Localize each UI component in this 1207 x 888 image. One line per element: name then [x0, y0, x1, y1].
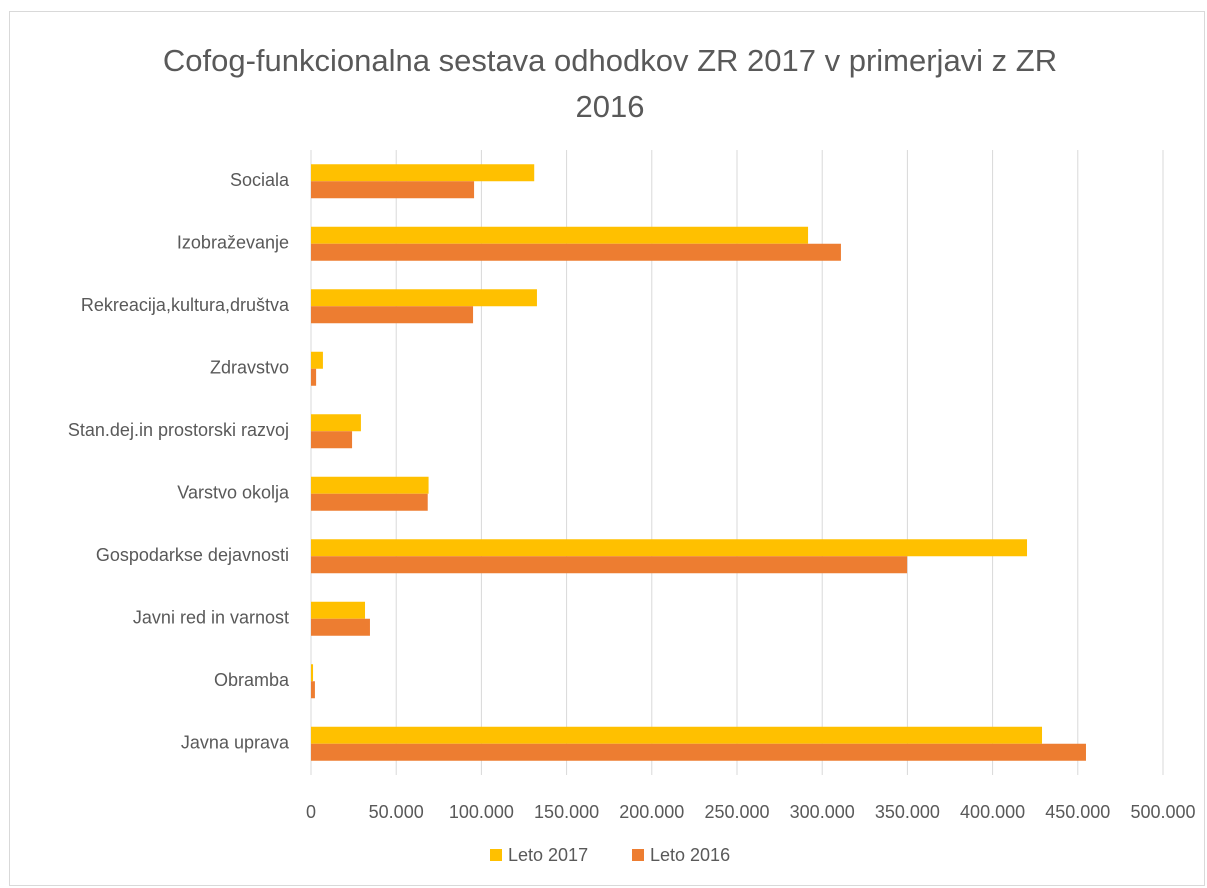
bar: [311, 539, 1028, 557]
bar: [311, 368, 317, 386]
bar: [311, 289, 537, 307]
x-tick-label: 150.000: [534, 802, 599, 822]
y-tick-label: Stan.dej.in prostorski razvoj: [68, 420, 289, 440]
x-tick-label: 0: [306, 802, 316, 822]
bar: [311, 618, 370, 636]
bar: [311, 243, 841, 261]
bar: [311, 476, 429, 494]
x-tick-label: 500.000: [1130, 802, 1195, 822]
chart-title: Cofog-funkcionalna sestava odhodkov ZR 2…: [162, 43, 1058, 124]
bar: [311, 431, 353, 449]
bar: [311, 181, 475, 199]
x-tick-label: 50.000: [369, 802, 424, 822]
y-tick-label: Sociala: [230, 170, 290, 190]
y-tick-label: Zdravstvo: [210, 358, 289, 378]
bar: [311, 351, 323, 369]
legend-swatch: [632, 849, 644, 861]
y-tick-label: Rekreacija,kultura,društva: [81, 295, 290, 315]
x-tick-label: 300.000: [790, 802, 855, 822]
x-tick-label: 450.000: [1045, 802, 1110, 822]
y-tick-label: Javna uprava: [181, 733, 290, 753]
bar: [311, 681, 315, 699]
legend-label: Leto 2017: [508, 845, 588, 865]
y-tick-label: Javni red in varnost: [133, 608, 289, 628]
y-tick-label: Gospodarkse dejavnosti: [96, 545, 289, 565]
bar: [311, 726, 1043, 744]
y-tick-label: Varstvo okolja: [177, 483, 290, 503]
x-tick-label: 350.000: [875, 802, 940, 822]
bar: [311, 306, 474, 324]
x-tick-label: 250.000: [704, 802, 769, 822]
x-tick-label: 200.000: [619, 802, 684, 822]
y-tick-label: Izobraževanje: [177, 233, 289, 253]
legend-swatch: [490, 849, 502, 861]
bar: [311, 664, 314, 682]
bar: [311, 556, 908, 574]
bar: [311, 493, 428, 511]
bar: [311, 226, 809, 244]
bar: [311, 164, 535, 182]
x-tick-label: 400.000: [960, 802, 1025, 822]
bar: [311, 601, 366, 619]
y-tick-label: Obramba: [214, 670, 290, 690]
x-tick-label: 100.000: [449, 802, 514, 822]
legend-label: Leto 2016: [650, 845, 730, 865]
bar: [311, 743, 1086, 761]
bar: [311, 414, 361, 432]
